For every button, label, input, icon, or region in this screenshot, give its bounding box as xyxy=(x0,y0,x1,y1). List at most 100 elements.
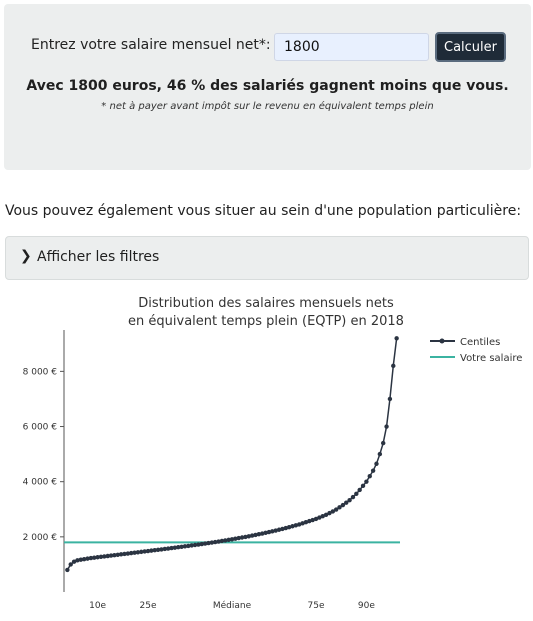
centile-point[interactable] xyxy=(364,479,369,484)
centile-point[interactable] xyxy=(202,541,208,546)
centile-point[interactable] xyxy=(276,527,282,532)
centile-point[interactable] xyxy=(152,548,157,553)
centile-point[interactable] xyxy=(270,529,275,534)
centile-point[interactable] xyxy=(323,512,329,517)
centile-point[interactable] xyxy=(330,509,335,514)
centile-point[interactable] xyxy=(333,507,339,512)
centile-point[interactable] xyxy=(172,545,178,550)
centile-point[interactable] xyxy=(75,558,80,563)
centile-point[interactable] xyxy=(273,528,278,533)
centile-point[interactable] xyxy=(337,505,342,510)
centile-point[interactable] xyxy=(88,555,94,561)
centile-point[interactable] xyxy=(256,532,262,537)
centile-point[interactable] xyxy=(216,539,221,544)
centile-point[interactable] xyxy=(384,424,389,429)
centile-point[interactable] xyxy=(71,559,77,564)
centile-point[interactable] xyxy=(219,538,225,544)
centile-point[interactable] xyxy=(229,537,235,542)
centile-point[interactable] xyxy=(209,540,215,545)
centile-point[interactable] xyxy=(189,543,194,548)
centile-point[interactable] xyxy=(327,510,332,516)
centile-point[interactable] xyxy=(226,537,231,543)
centile-point[interactable] xyxy=(118,552,124,557)
salary-input[interactable] xyxy=(274,33,429,61)
centile-point[interactable] xyxy=(155,547,161,553)
centile-point[interactable] xyxy=(179,544,184,549)
centile-point[interactable] xyxy=(115,552,120,557)
centile-point[interactable] xyxy=(290,524,295,529)
centile-point[interactable] xyxy=(381,440,386,446)
calculate-button[interactable]: Calculer xyxy=(435,32,506,62)
centile-point[interactable] xyxy=(350,494,356,500)
centile-point[interactable] xyxy=(320,513,325,519)
centile-point[interactable] xyxy=(85,556,90,561)
centile-point[interactable] xyxy=(307,518,312,524)
centile-point[interactable] xyxy=(112,552,117,558)
centile-point[interactable] xyxy=(313,516,319,522)
centile-point[interactable] xyxy=(139,549,144,555)
centile-point[interactable] xyxy=(65,567,70,573)
centile-point[interactable] xyxy=(169,545,174,551)
centile-point[interactable] xyxy=(297,522,302,527)
centile-point[interactable] xyxy=(213,539,218,545)
centile-point[interactable] xyxy=(293,523,299,528)
show-filters-toggle[interactable]: ❯ Afficher les filtres xyxy=(5,236,529,280)
centile-point[interactable] xyxy=(263,530,268,536)
centile-point[interactable] xyxy=(186,543,191,549)
centile-point[interactable] xyxy=(340,502,346,508)
centile-point[interactable] xyxy=(374,461,379,466)
centile-point[interactable] xyxy=(233,536,238,541)
centile-point[interactable] xyxy=(344,500,349,505)
centile-point[interactable] xyxy=(129,550,134,556)
centile-point[interactable] xyxy=(165,546,171,551)
centile-point[interactable] xyxy=(246,534,251,539)
centile-point[interactable] xyxy=(310,517,315,523)
centile-point[interactable] xyxy=(192,542,198,548)
centile-point[interactable] xyxy=(223,538,228,543)
centile-point[interactable] xyxy=(377,451,383,457)
centile-point[interactable] xyxy=(145,548,151,554)
centile-point[interactable] xyxy=(239,535,245,540)
centile-point[interactable] xyxy=(360,483,366,489)
centile-point[interactable] xyxy=(108,553,114,558)
centile-point[interactable] xyxy=(249,533,255,538)
centile-point[interactable] xyxy=(182,544,188,549)
centile-point[interactable] xyxy=(92,555,97,560)
centile-point[interactable] xyxy=(260,531,265,536)
centile-point[interactable] xyxy=(162,546,167,552)
centile-point[interactable] xyxy=(253,532,258,538)
centile-point[interactable] xyxy=(354,491,359,497)
centile-point[interactable] xyxy=(266,529,272,535)
centile-point[interactable] xyxy=(347,497,352,503)
centile-point[interactable] xyxy=(357,487,362,493)
centile-point[interactable] xyxy=(125,551,131,556)
centile-point[interactable] xyxy=(387,396,393,402)
centile-point[interactable] xyxy=(81,556,87,562)
centile-point[interactable] xyxy=(367,473,372,479)
centile-point[interactable] xyxy=(98,554,104,560)
centile-point[interactable] xyxy=(283,525,288,531)
centile-point[interactable] xyxy=(199,541,204,547)
centile-point[interactable] xyxy=(370,468,376,473)
centile-point[interactable] xyxy=(243,534,248,540)
centile-point[interactable] xyxy=(105,553,110,559)
centile-point[interactable] xyxy=(394,336,399,341)
centile-point[interactable] xyxy=(176,545,181,550)
centile-point[interactable] xyxy=(142,549,147,554)
centile-point[interactable] xyxy=(303,520,309,525)
centile-point[interactable] xyxy=(317,515,322,520)
centile-point[interactable] xyxy=(280,526,285,532)
centile-point[interactable] xyxy=(236,535,241,541)
centile-point[interactable] xyxy=(122,551,127,557)
centile-point[interactable] xyxy=(286,524,292,530)
centile-point[interactable] xyxy=(391,363,396,369)
centile-point[interactable] xyxy=(95,555,100,560)
centile-point[interactable] xyxy=(196,542,201,547)
centile-point[interactable] xyxy=(78,557,84,562)
centile-point[interactable] xyxy=(132,550,137,555)
centile-point[interactable] xyxy=(149,548,154,553)
centile-point[interactable] xyxy=(300,521,305,526)
centile-point[interactable] xyxy=(135,550,141,555)
centile-point[interactable] xyxy=(68,562,73,567)
centile-point[interactable] xyxy=(102,554,107,559)
